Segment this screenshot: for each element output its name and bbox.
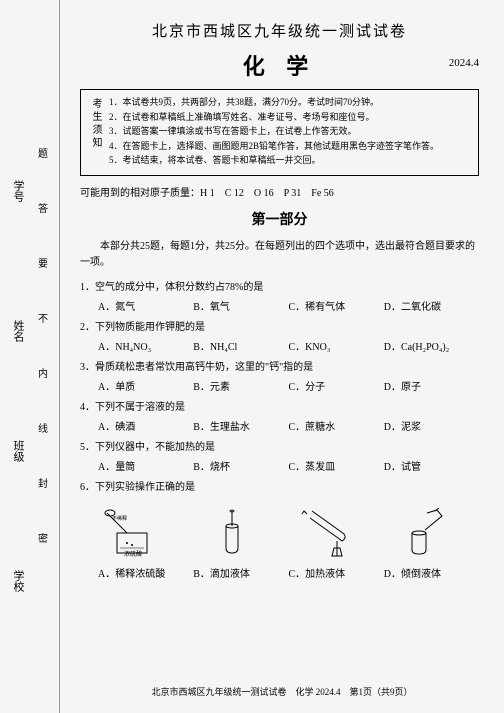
opt: D．二氧化碳 [384, 299, 479, 317]
img-a: 不稀释 浓硫酸 [97, 506, 177, 561]
img-b [192, 506, 272, 561]
opt: A．NH₄NO₃ [98, 339, 193, 357]
q3: 3．骨质疏松患者常饮用高钙牛奶，这里的"钙"指的是 [80, 359, 479, 377]
subject-text: 化 学 [243, 54, 317, 79]
info-label: 考生须知 [89, 96, 101, 169]
opt: D．试管 [384, 459, 479, 477]
page-footer: 北京市西城区九年级统一测试试卷 化学 2024.4 第1页（共9页） [60, 685, 504, 698]
exam-date: 2024.4 [449, 57, 479, 69]
q6-images: 不稀释 浓硫酸 [80, 501, 479, 566]
q2: 2．下列物质能用作钾肥的是 [80, 319, 479, 337]
q4-opts: A．碘酒 B．生理盐水 C．蔗糖水 D．泥浆 [80, 419, 479, 437]
seal-3: 不 [38, 310, 60, 325]
opt: A．量筒 [98, 459, 193, 477]
seal-4: 内 [38, 365, 60, 380]
instruction: 本部分共25题，每题1分，共25分。在每题列出的四个选项中，选出最符合题目要求的… [80, 239, 479, 271]
opt: B．氧气 [193, 299, 288, 317]
opt: A．单质 [98, 379, 193, 397]
info-item: 4．在答题卡上，选择题、画图题用2B铅笔作答，其他试题用黑色字迹签字笔作答。 [109, 140, 470, 154]
opt: D．倾倒液体 [384, 566, 479, 584]
seal-7: 密 [38, 530, 60, 545]
q3-opts: A．单质 B．元素 C．分子 D．原子 [80, 379, 479, 397]
q5: 5．下列仪器中，不能加热的是 [80, 439, 479, 457]
q6-opts: A．稀释浓硫酸 B．滴加液体 C．加热液体 D．倾倒液体 [80, 566, 479, 584]
opt: C．稀有气体 [289, 299, 384, 317]
info-item: 1．本试卷共9页，共两部分，共38题，满分70分。考试时间70分钟。 [109, 96, 470, 110]
opt: B．NH₄Cl [193, 339, 288, 357]
info-item: 5．考试结束，将本试卷、答题卡和草稿纸一并交回。 [109, 154, 470, 168]
info-item: 3．试题答案一律填涂或书写在答题卡上，在试卷上作答无效。 [109, 125, 470, 139]
margin-xuexiao: 学校 [10, 570, 26, 592]
opt: C．加热液体 [289, 566, 384, 584]
atomic-mass: 可能用到的相对原子质量：H 1 C 12 O 16 P 31 Fe 56 [80, 184, 479, 199]
q5-opts: A．量筒 B．烧杯 C．蒸发皿 D．试管 [80, 459, 479, 477]
info-item: 2．在试卷和草稿纸上准确填写姓名、准考证号、考场号和座位号。 [109, 111, 470, 125]
margin-xuehao: 学号 [10, 180, 26, 202]
margin-banji: 班级 [10, 440, 26, 462]
q6: 6．下列实验操作正确的是 [80, 479, 479, 497]
opt: A．碘酒 [98, 419, 193, 437]
opt: A．氮气 [98, 299, 193, 317]
q4: 4．下列不属于溶液的是 [80, 399, 479, 417]
section-title: 第一部分 [80, 209, 479, 229]
seal-2: 要 [38, 255, 60, 270]
opt: C．蔗糖水 [289, 419, 384, 437]
svg-text:不稀释: 不稀释 [112, 515, 127, 522]
opt: B．烧杯 [193, 459, 288, 477]
q1-opts: A．氮气 B．氧气 C．稀有气体 D．二氧化碳 [80, 299, 479, 317]
opt: C．分子 [289, 379, 384, 397]
opt: A．稀释浓硫酸 [98, 566, 193, 584]
opt: B．元素 [193, 379, 288, 397]
svg-text:浓硫酸: 浓硫酸 [124, 550, 142, 558]
left-margin: 学号 姓名 班级 学校 题 答 要 不 内 线 封 密 [0, 0, 60, 713]
opt: C．KNO₃ [289, 339, 384, 357]
q2-opts: A．NH₄NO₃ B．NH₄Cl C．KNO₃ D．Ca(H₂PO₄)₂ [80, 339, 479, 357]
opt: C．蒸发皿 [289, 459, 384, 477]
opt: D．原子 [384, 379, 479, 397]
opt: D．Ca(H₂PO₄)₂ [384, 339, 479, 357]
subject-title: 化 学 2024.4 [80, 49, 479, 81]
img-d [382, 506, 462, 561]
exam-title: 北京市西城区九年级统一测试试卷 [80, 20, 479, 41]
main-content: 北京市西城区九年级统一测试试卷 化 学 2024.4 考生须知 1．本试卷共9页… [60, 0, 504, 713]
opt: B．生理盐水 [193, 419, 288, 437]
opt: D．泥浆 [384, 419, 479, 437]
q1: 1．空气的成分中，体积分数约占78%的是 [80, 279, 479, 297]
seal-1: 答 [38, 200, 60, 215]
seal-0: 题 [38, 145, 60, 160]
seal-5: 线 [38, 420, 60, 435]
img-c [287, 506, 367, 561]
margin-xingming: 姓名 [10, 320, 26, 342]
info-list: 1．本试卷共9页，共两部分，共38题，满分70分。考试时间70分钟。 2．在试卷… [109, 96, 470, 169]
info-box: 考生须知 1．本试卷共9页，共两部分，共38题，满分70分。考试时间70分钟。 … [80, 89, 479, 176]
seal-6: 封 [38, 475, 60, 490]
opt: B．滴加液体 [193, 566, 288, 584]
